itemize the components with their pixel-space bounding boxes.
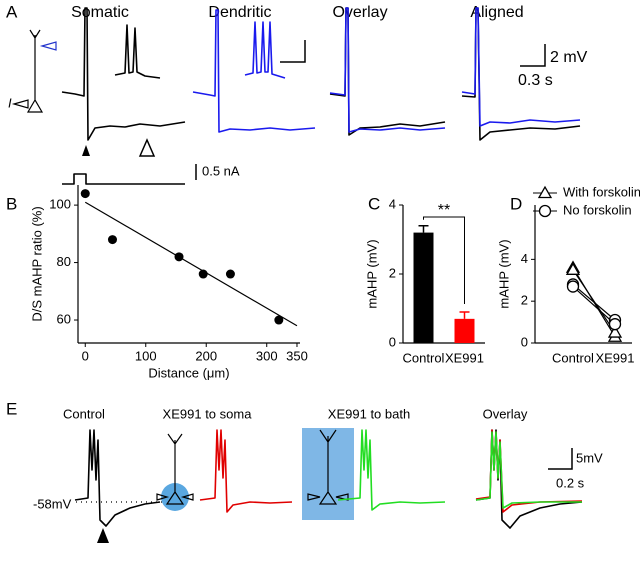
point [565, 262, 581, 275]
legend-marker [537, 185, 553, 199]
panel-letter: A [6, 2, 18, 21]
x-tick-label: 300 [256, 348, 278, 363]
x-axis-label: Distance (μm) [148, 365, 229, 380]
trace [192, 9, 316, 133]
arrowhead [82, 145, 90, 156]
scale-label: 0.5 nA [202, 163, 240, 178]
neuron-icon [11, 29, 57, 113]
arrowhead [97, 528, 109, 543]
current-step [62, 173, 185, 185]
x-tick-label: Control [403, 350, 445, 365]
bar [413, 232, 434, 343]
trace [329, 7, 446, 133]
trace-title: XE991 to bath [328, 406, 410, 421]
scale-label: 2 mV [550, 49, 588, 66]
point [566, 280, 580, 293]
point [174, 252, 184, 262]
y-tick-label: 4 [521, 251, 528, 266]
x-tick-label: XE991 [445, 350, 484, 365]
trace-title: Overlay [332, 4, 387, 21]
legend-label: No forskolin [563, 202, 632, 217]
y-axis-label: D/S mAHP ratio (%) [29, 206, 44, 321]
trace [461, 7, 581, 127]
point [198, 269, 208, 279]
point [607, 325, 623, 338]
y-axis-label: mAHP (mV) [496, 239, 511, 308]
panel-letter: B [6, 194, 17, 213]
scale-bar [520, 44, 546, 67]
neuron-icon [156, 433, 194, 511]
point [608, 318, 622, 331]
inset-trace [244, 21, 286, 79]
fit-line [84, 201, 298, 327]
scale-bar [280, 40, 306, 63]
x-tick-label: 0 [82, 348, 89, 363]
y-axis-label: mAHP (mV) [364, 239, 379, 308]
x-tick-label: 200 [195, 348, 217, 363]
arrowhead [138, 138, 156, 157]
y-tick-label: 0 [521, 334, 528, 349]
error-bar [459, 311, 470, 319]
trace [329, 7, 446, 136]
trace-title: Overlay [483, 406, 528, 421]
legend-label: With forskolin [563, 184, 640, 199]
pair-line [572, 286, 616, 325]
bar [454, 318, 475, 343]
trace-title: Control [63, 406, 105, 421]
baseline-label: -58mV [33, 496, 72, 511]
x-tick-label: Control [552, 350, 594, 365]
panel-letter: C [368, 194, 380, 213]
neuron-icon [307, 429, 349, 505]
inset-trace [114, 24, 161, 79]
point [225, 269, 235, 279]
trace-title: Aligned [470, 4, 523, 21]
pair-line [572, 283, 616, 321]
trace [199, 429, 293, 513]
y-tick-label: 60 [57, 311, 71, 326]
pair-line [572, 269, 616, 333]
y-tick-label: 0 [389, 334, 396, 349]
trace [74, 429, 161, 527]
y-tick-label: 2 [389, 265, 396, 280]
point [274, 315, 284, 325]
error-bar [418, 224, 429, 233]
x-tick-label: XE991 [595, 350, 634, 365]
scale-label: 5mV [576, 450, 603, 465]
scale-bar [548, 448, 573, 470]
scale-label: 0.2 s [556, 475, 585, 490]
y-tick-label: 100 [49, 197, 71, 212]
panel-letter: D [510, 194, 522, 213]
current-label: I [8, 95, 12, 110]
trace-title: Dendritic [208, 4, 271, 21]
x-tick-label: 100 [135, 348, 157, 363]
point [80, 189, 90, 199]
panel-letter: E [6, 399, 17, 418]
trace-title: Somatic [71, 4, 129, 21]
y-tick-label: 2 [521, 293, 528, 308]
trace [475, 431, 582, 509]
point [107, 235, 117, 245]
annotation: ** [438, 202, 450, 219]
significance-bracket [423, 216, 465, 304]
trace-title: XE991 to soma [163, 406, 253, 421]
y-tick-label: 80 [57, 254, 71, 269]
x-tick-label: 350 [286, 348, 308, 363]
trace [61, 7, 186, 141]
scale-label: 0.3 s [518, 72, 553, 89]
legend-marker [538, 204, 552, 218]
y-tick-label: 4 [389, 196, 396, 211]
trace [337, 429, 446, 511]
